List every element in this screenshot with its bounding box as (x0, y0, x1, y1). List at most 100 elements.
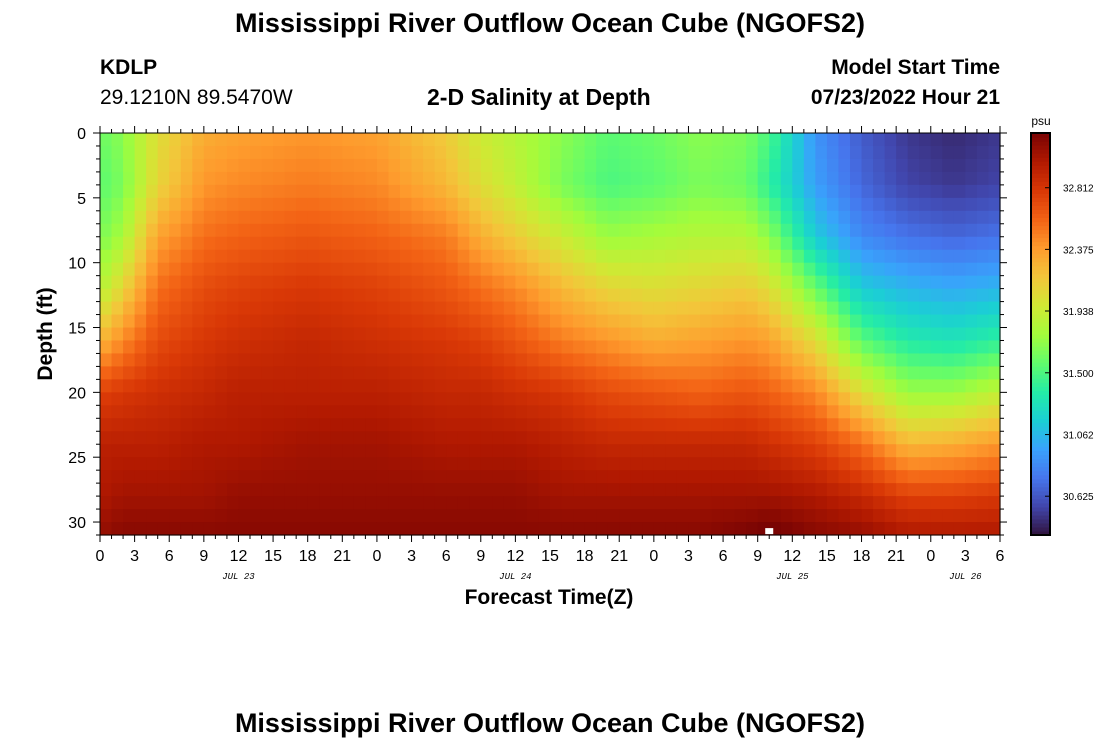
heatmap-cell (538, 223, 551, 238)
y-tick-label: 10 (68, 256, 86, 273)
heatmap-cell (919, 522, 932, 536)
heatmap-cell (953, 158, 966, 173)
heatmap-cell (838, 301, 851, 316)
colorbar-segment (1031, 438, 1050, 444)
heatmap-cell (930, 145, 943, 160)
heatmap-cell (596, 145, 609, 160)
heatmap-cell (942, 236, 955, 251)
heatmap-cell (803, 327, 816, 342)
heatmap-cell (250, 262, 263, 277)
heatmap-cell (157, 197, 170, 212)
colorbar-segment (1031, 530, 1050, 536)
heatmap-cell (376, 249, 390, 264)
heatmap-cell (526, 262, 540, 277)
heatmap-cell (353, 158, 366, 173)
heatmap-cell (676, 405, 690, 419)
heatmap-cell (192, 197, 205, 212)
x-day-label: JUL 23 (222, 572, 255, 582)
heatmap-cell (123, 405, 136, 419)
heatmap-cell (976, 483, 990, 497)
heatmap-cell (261, 522, 274, 536)
heatmap-cell (700, 509, 713, 523)
heatmap-cell (215, 145, 228, 160)
heatmap-cell (526, 327, 540, 342)
heatmap-cell (815, 275, 828, 290)
heatmap-cell (769, 145, 782, 160)
heatmap-cell (780, 158, 793, 173)
heatmap-cell (665, 418, 678, 432)
heatmap-cell (446, 210, 459, 225)
heatmap-cell (953, 405, 966, 419)
heatmap-cell (550, 366, 563, 380)
colorbar-segment (1031, 249, 1050, 255)
heatmap-cell (907, 379, 920, 393)
heatmap-cell (296, 223, 309, 238)
heatmap-cell (296, 444, 309, 458)
heatmap-cell (665, 483, 678, 497)
heatmap-cell (123, 262, 136, 277)
heatmap-cell (376, 340, 390, 355)
heatmap-cell (296, 158, 309, 173)
heatmap-cell (203, 314, 216, 329)
heatmap-cell (769, 236, 782, 251)
heatmap-cell (400, 496, 413, 510)
heatmap-cell (365, 145, 378, 160)
heatmap-cell (896, 379, 909, 393)
heatmap-cell (815, 133, 828, 147)
heatmap-cell (100, 158, 113, 173)
x-tick-label: 18 (299, 548, 317, 565)
heatmap-cell (815, 197, 828, 212)
colorbar-segment (1031, 350, 1050, 355)
heatmap-cell (896, 405, 909, 419)
heatmap-cell (169, 379, 182, 393)
heatmap-cell (746, 444, 759, 458)
heatmap-cell (365, 392, 378, 406)
heatmap-cell (284, 262, 297, 277)
heatmap-cell (769, 457, 782, 471)
heatmap-cell (688, 470, 701, 484)
heatmap-cell (215, 327, 228, 342)
heatmap-cell (861, 184, 874, 199)
heatmap-cell (734, 301, 747, 316)
heatmap-cell (203, 496, 216, 510)
heatmap-cell (815, 301, 828, 316)
heatmap-cell (573, 418, 586, 432)
heatmap-cell (342, 236, 355, 251)
heatmap-cell (757, 496, 770, 510)
heatmap-cell (342, 366, 355, 380)
heatmap-cell (919, 158, 932, 173)
heatmap-cell (215, 249, 228, 264)
heatmap-cell (711, 133, 724, 147)
heatmap-cell (838, 288, 851, 303)
heatmap-cell (884, 431, 897, 445)
heatmap-cell (734, 470, 747, 484)
heatmap-cell (700, 184, 713, 199)
heatmap-cell (630, 145, 643, 160)
heatmap-cell (296, 392, 309, 406)
heatmap-cell (653, 509, 666, 523)
heatmap-cell (573, 496, 586, 510)
heatmap-cell (134, 171, 147, 186)
heatmap-cell (642, 133, 655, 147)
heatmap-cell (180, 275, 193, 290)
heatmap-cell (434, 236, 447, 251)
heatmap-cell (492, 223, 505, 238)
heatmap-cell (573, 483, 586, 497)
heatmap-cell (746, 314, 759, 329)
heatmap-cell (642, 496, 655, 510)
heatmap-cell (515, 275, 528, 290)
heatmap-cell (942, 379, 955, 393)
heatmap-cell (307, 314, 320, 329)
heatmap-cell (480, 133, 493, 147)
heatmap-cell (365, 197, 378, 212)
heatmap-cell (226, 223, 240, 238)
heatmap-cell (284, 353, 297, 368)
heatmap-cell (469, 379, 482, 393)
x-tick-label: 6 (996, 548, 1005, 565)
heatmap-cell (884, 509, 897, 523)
heatmap-cell (953, 133, 966, 147)
heatmap-cell (803, 145, 816, 160)
heatmap-cell (550, 392, 563, 406)
heatmap-cell (607, 133, 620, 147)
heatmap-cell (411, 379, 424, 393)
